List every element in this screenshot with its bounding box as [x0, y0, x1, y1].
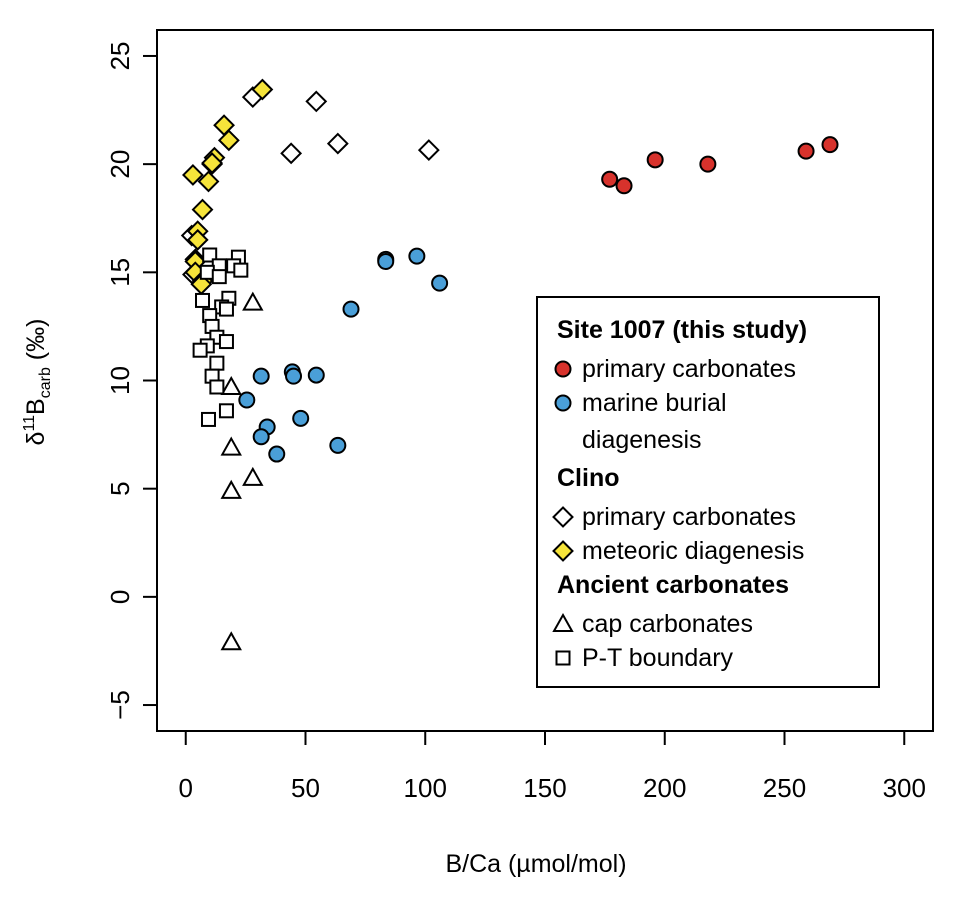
- x-axis: 0 50 100 150 200 250 300: [179, 730, 926, 803]
- y-tick-label: 15: [105, 258, 135, 287]
- data-point: [242, 466, 264, 486]
- data-point: [305, 90, 328, 113]
- legend-marker: [554, 394, 572, 412]
- data-point: [217, 129, 240, 152]
- data-point: [615, 177, 633, 195]
- data-point: [342, 300, 360, 318]
- series-circle-primary-carbonates: [601, 136, 839, 195]
- data-point: [280, 142, 303, 165]
- x-tick-label: 200: [643, 773, 686, 803]
- data-points: [180, 78, 839, 651]
- data-point: [326, 132, 349, 155]
- data-point: [329, 436, 347, 454]
- data-point: [201, 152, 224, 174]
- y-axis-title: δ11Bcarb (‰): [21, 319, 54, 446]
- data-point: [195, 292, 211, 308]
- data-point: [197, 170, 220, 193]
- data-point: [202, 247, 218, 263]
- data-point: [377, 253, 395, 271]
- data-point: [307, 366, 325, 384]
- y-axis: −5 0 5 10 15 20 25: [105, 42, 158, 720]
- data-point: [252, 428, 270, 446]
- y-axis-title-superscript: 11: [21, 415, 38, 432]
- series-diamond-primary-carbonates: [180, 86, 440, 286]
- legend-heading: Clino: [557, 464, 620, 492]
- legend-heading: Ancient carbonates: [557, 571, 789, 599]
- data-point: [220, 375, 242, 395]
- data-point: [408, 247, 426, 265]
- data-point: [209, 379, 225, 395]
- data-point: [699, 155, 717, 173]
- legend-label: cap carbonates: [582, 610, 753, 638]
- y-axis-title-subscript: carb: [37, 367, 54, 398]
- legend-label: P-T boundary: [582, 644, 734, 672]
- data-point: [233, 262, 249, 278]
- data-point: [182, 164, 204, 186]
- x-tick-label: 100: [404, 773, 447, 803]
- data-point: [252, 367, 270, 385]
- legend-items: Site 1007 (this study) primary carbonates…: [552, 316, 807, 672]
- x-tick-label: 0: [179, 773, 193, 803]
- y-axis-title-suffix: (‰): [22, 319, 50, 368]
- data-point: [192, 342, 208, 358]
- legend-heading: Site 1007 (this study): [557, 316, 807, 344]
- x-tick-label: 300: [883, 773, 926, 803]
- y-tick-label: −5: [105, 690, 135, 720]
- legend-marker: [555, 650, 571, 666]
- series-square-p-t-boundary: [192, 247, 249, 427]
- x-tick-label: 50: [291, 773, 320, 803]
- data-point: [220, 479, 242, 499]
- legend-label: diagenesis: [582, 426, 702, 454]
- data-point: [292, 409, 310, 427]
- y-axis-title-main: B: [22, 398, 50, 415]
- data-point: [211, 269, 227, 285]
- legend-marker: [552, 506, 574, 528]
- series-circle-marine-burial-diagenesis: [238, 247, 449, 463]
- data-point: [186, 228, 209, 251]
- legend-marker: [552, 540, 574, 562]
- y-axis-title-prefix: δ: [22, 432, 50, 446]
- data-point: [431, 274, 449, 292]
- data-point: [218, 301, 234, 317]
- legend-label: primary carbonates: [582, 503, 796, 531]
- y-tick-label: 5: [105, 481, 135, 495]
- y-tick-label: 25: [105, 42, 135, 71]
- legend: Site 1007 (this study) primary carbonates…: [536, 296, 880, 688]
- data-point: [209, 355, 225, 371]
- data-point: [251, 78, 274, 101]
- y-tick-label: 10: [105, 366, 135, 395]
- data-point: [268, 445, 286, 463]
- data-point: [220, 436, 242, 456]
- data-point: [285, 367, 303, 385]
- data-point: [191, 198, 214, 221]
- legend-marker: [552, 612, 574, 632]
- legend-label: primary carbonates: [582, 355, 796, 383]
- data-point: [238, 391, 256, 409]
- legend-marker: [554, 360, 572, 378]
- data-point: [200, 411, 216, 427]
- legend-label: meteoric diagenesis: [582, 537, 804, 565]
- x-tick-label: 250: [763, 773, 806, 803]
- legend-box: [536, 296, 880, 688]
- x-tick-label: 150: [523, 773, 566, 803]
- data-point: [218, 334, 234, 350]
- data-point: [242, 291, 264, 311]
- series-triangle-cap-carbonates: [220, 291, 264, 651]
- legend-label: marine burial: [582, 389, 727, 417]
- y-tick-label: 20: [105, 150, 135, 179]
- data-point: [821, 136, 839, 154]
- data-point: [646, 151, 664, 169]
- y-tick-label: 0: [105, 590, 135, 604]
- x-axis-title: B/Ca (µmol/mol): [445, 850, 626, 878]
- data-point: [220, 631, 242, 651]
- data-point: [218, 403, 234, 419]
- data-point: [601, 170, 619, 188]
- data-point: [797, 142, 815, 160]
- data-point: [417, 139, 440, 161]
